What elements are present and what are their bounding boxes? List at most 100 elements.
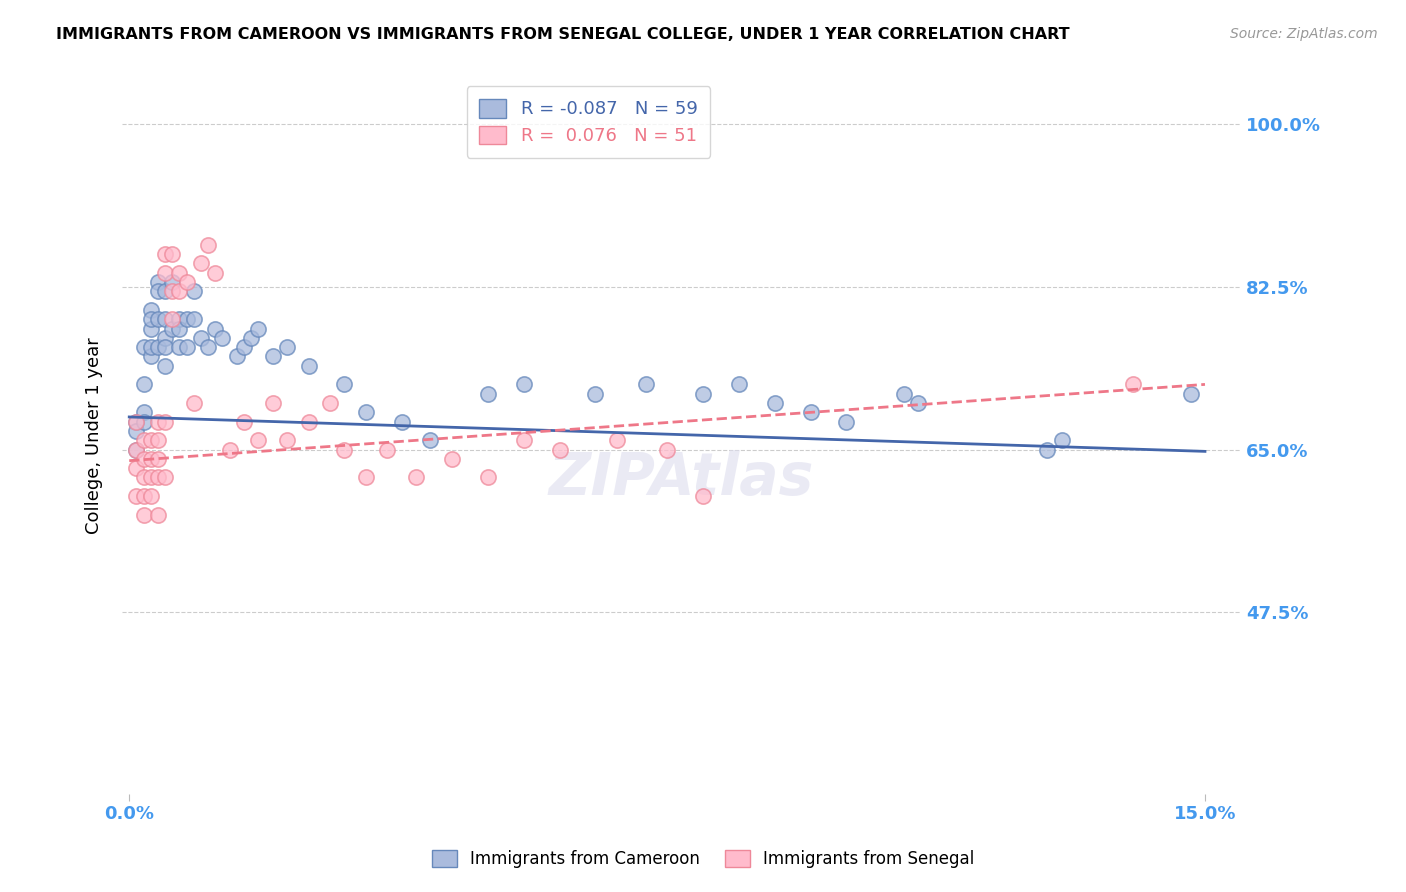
Point [893, 386, 915, 401]
Point [146, 285, 169, 299]
Point [162, 247, 184, 261]
Legend: Immigrants from Cameroon, Immigrants from Senegal: Immigrants from Cameroon, Immigrants fro… [425, 843, 981, 875]
Point [190, 331, 212, 345]
Text: IMMIGRANTS FROM CAMEROON VS IMMIGRANTS FROM SENEGAL COLLEGE, UNDER 1 YEAR CORREL: IMMIGRANTS FROM CAMEROON VS IMMIGRANTS F… [56, 27, 1070, 42]
Text: Source: ZipAtlas.com: Source: ZipAtlas.com [1230, 27, 1378, 41]
Point [153, 266, 176, 280]
Point [153, 359, 176, 373]
Point [153, 285, 176, 299]
Y-axis label: College, Under 1 year: College, Under 1 year [86, 337, 103, 534]
Point [512, 377, 534, 392]
Point [225, 350, 247, 364]
Point [125, 442, 148, 457]
Point [377, 442, 399, 457]
Point [139, 451, 162, 466]
Point [139, 434, 162, 448]
Point [419, 434, 441, 448]
Point [240, 331, 263, 345]
Point [1122, 377, 1144, 392]
Point [132, 434, 155, 448]
Point [153, 312, 176, 326]
Legend: R = -0.087   N = 59, R =  0.076   N = 51: R = -0.087 N = 59, R = 0.076 N = 51 [467, 87, 710, 158]
Point [247, 321, 270, 335]
Point [512, 434, 534, 448]
Point [132, 470, 155, 484]
Point [190, 256, 212, 270]
Point [333, 442, 356, 457]
Point [125, 461, 148, 475]
Point [132, 451, 155, 466]
Point [727, 377, 749, 392]
Point [132, 508, 155, 522]
Point [169, 321, 191, 335]
Point [146, 415, 169, 429]
Point [204, 321, 226, 335]
Point [477, 386, 499, 401]
Point [1036, 442, 1059, 457]
Point [146, 508, 169, 522]
Point [162, 285, 184, 299]
Point [125, 424, 148, 438]
Point [692, 386, 714, 401]
Point [139, 489, 162, 503]
Point [169, 266, 191, 280]
Point [139, 312, 162, 326]
Text: ZIPAtlas: ZIPAtlas [548, 450, 814, 507]
Point [835, 415, 858, 429]
Point [262, 396, 284, 410]
Point [139, 321, 162, 335]
Point [125, 415, 148, 429]
Point [162, 312, 184, 326]
Point [440, 451, 463, 466]
Point [139, 350, 162, 364]
Point [132, 340, 155, 354]
Point [125, 415, 148, 429]
Point [354, 405, 377, 419]
Point [692, 489, 714, 503]
Point [132, 405, 155, 419]
Point [169, 312, 191, 326]
Point [262, 350, 284, 364]
Point [153, 331, 176, 345]
Point [233, 415, 256, 429]
Point [907, 396, 929, 410]
Point [763, 396, 786, 410]
Point [176, 340, 198, 354]
Point [655, 442, 678, 457]
Point [319, 396, 342, 410]
Point [169, 340, 191, 354]
Point [146, 340, 169, 354]
Point [183, 312, 205, 326]
Point [197, 340, 219, 354]
Point [233, 340, 256, 354]
Point [162, 321, 184, 335]
Point [477, 470, 499, 484]
Point [333, 377, 356, 392]
Point [1050, 434, 1073, 448]
Point [247, 434, 270, 448]
Point [139, 303, 162, 318]
Point [276, 340, 298, 354]
Point [146, 470, 169, 484]
Point [132, 489, 155, 503]
Point [1180, 386, 1202, 401]
Point [204, 266, 226, 280]
Point [153, 247, 176, 261]
Point [132, 377, 155, 392]
Point [146, 451, 169, 466]
Point [146, 312, 169, 326]
Point [139, 340, 162, 354]
Point [153, 470, 176, 484]
Point [354, 470, 377, 484]
Point [799, 405, 821, 419]
Point [132, 415, 155, 429]
Point [146, 275, 169, 289]
Point [583, 386, 606, 401]
Point [176, 312, 198, 326]
Point [153, 415, 176, 429]
Point [405, 470, 427, 484]
Point [297, 359, 319, 373]
Point [548, 442, 571, 457]
Point [211, 331, 233, 345]
Point [169, 285, 191, 299]
